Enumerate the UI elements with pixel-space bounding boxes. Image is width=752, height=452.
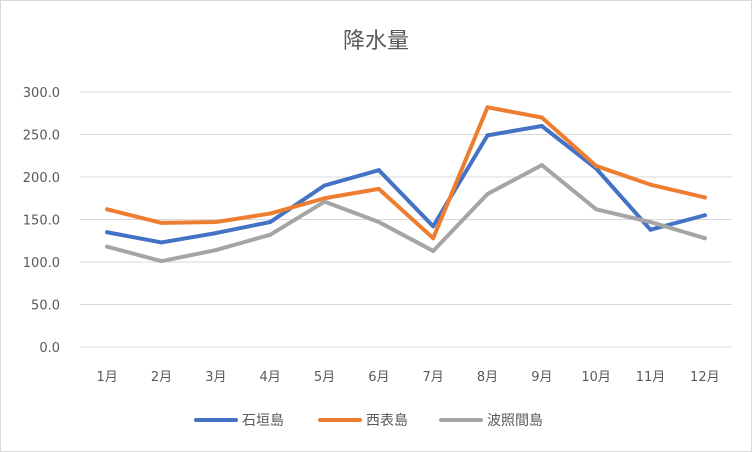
data-point [213,248,218,253]
legend-label: 石垣島 [242,413,284,429]
chart-title: 降水量 [343,29,409,54]
data-point [539,163,544,168]
x-tick-label: 2月 [151,370,172,385]
series-line-2 [105,163,707,264]
data-point [485,105,490,110]
data-point [159,240,164,245]
data-point [594,163,599,168]
x-tick-label: 4月 [260,370,281,385]
data-point [268,211,273,216]
x-tick-label: 12月 [690,370,720,385]
data-point [105,207,110,212]
data-point [322,196,327,201]
x-axis-labels: 1月 2月 3月 4月 5月 6月 7月 8月 9月 10月 11月 12月 [97,370,720,385]
grid-lines [80,91,732,348]
y-axis-labels: 0.0 50.0 100.0 150.0 200.0 250.0 300.0 [23,86,60,356]
y-tick-label: 200.0 [23,171,60,186]
x-tick-label: 8月 [477,370,498,385]
data-point [431,236,436,241]
legend-label: 西表島 [366,413,408,429]
data-point [322,183,327,188]
y-tick-label: 250.0 [23,129,60,144]
data-point [648,227,653,232]
data-point [648,182,653,187]
data-point [105,230,110,235]
legend-label: 波照間島 [487,413,543,429]
x-tick-label: 10月 [581,370,611,385]
series-line-0 [105,124,707,245]
y-tick-label: 300.0 [23,86,60,101]
data-point [213,231,218,236]
x-tick-label: 7月 [423,370,444,385]
x-tick-label: 3月 [205,370,226,385]
x-tick-label: 5月 [314,370,335,385]
data-point [159,220,164,225]
series-line-1 [105,105,707,241]
data-point [594,207,599,212]
y-tick-label: 0.0 [39,341,60,356]
y-tick-label: 150.0 [23,214,60,229]
data-point [485,192,490,196]
x-tick-label: 1月 [97,370,118,385]
data-point [539,115,544,120]
data-point [376,220,381,225]
x-tick-label: 9月 [531,370,552,385]
data-point [702,195,707,200]
data-point [431,248,436,253]
data-point [648,220,653,225]
series-lines [105,105,707,264]
x-tick-label: 6月 [368,370,389,385]
data-point [268,220,273,225]
data-point [539,124,544,128]
legend: 石垣島 西表島 波照間島 [194,413,543,429]
data-point [376,186,381,191]
data-point [702,236,707,241]
data-point [159,259,164,264]
y-tick-label: 50.0 [31,299,60,314]
data-point [702,213,707,218]
y-tick-label: 100.0 [23,256,60,271]
x-tick-label: 11月 [636,370,666,385]
data-point [268,232,273,237]
data-point [105,244,110,249]
data-point [485,133,490,138]
data-point [376,168,381,173]
data-point [213,220,218,225]
data-point [322,199,327,204]
data-point [431,224,436,229]
